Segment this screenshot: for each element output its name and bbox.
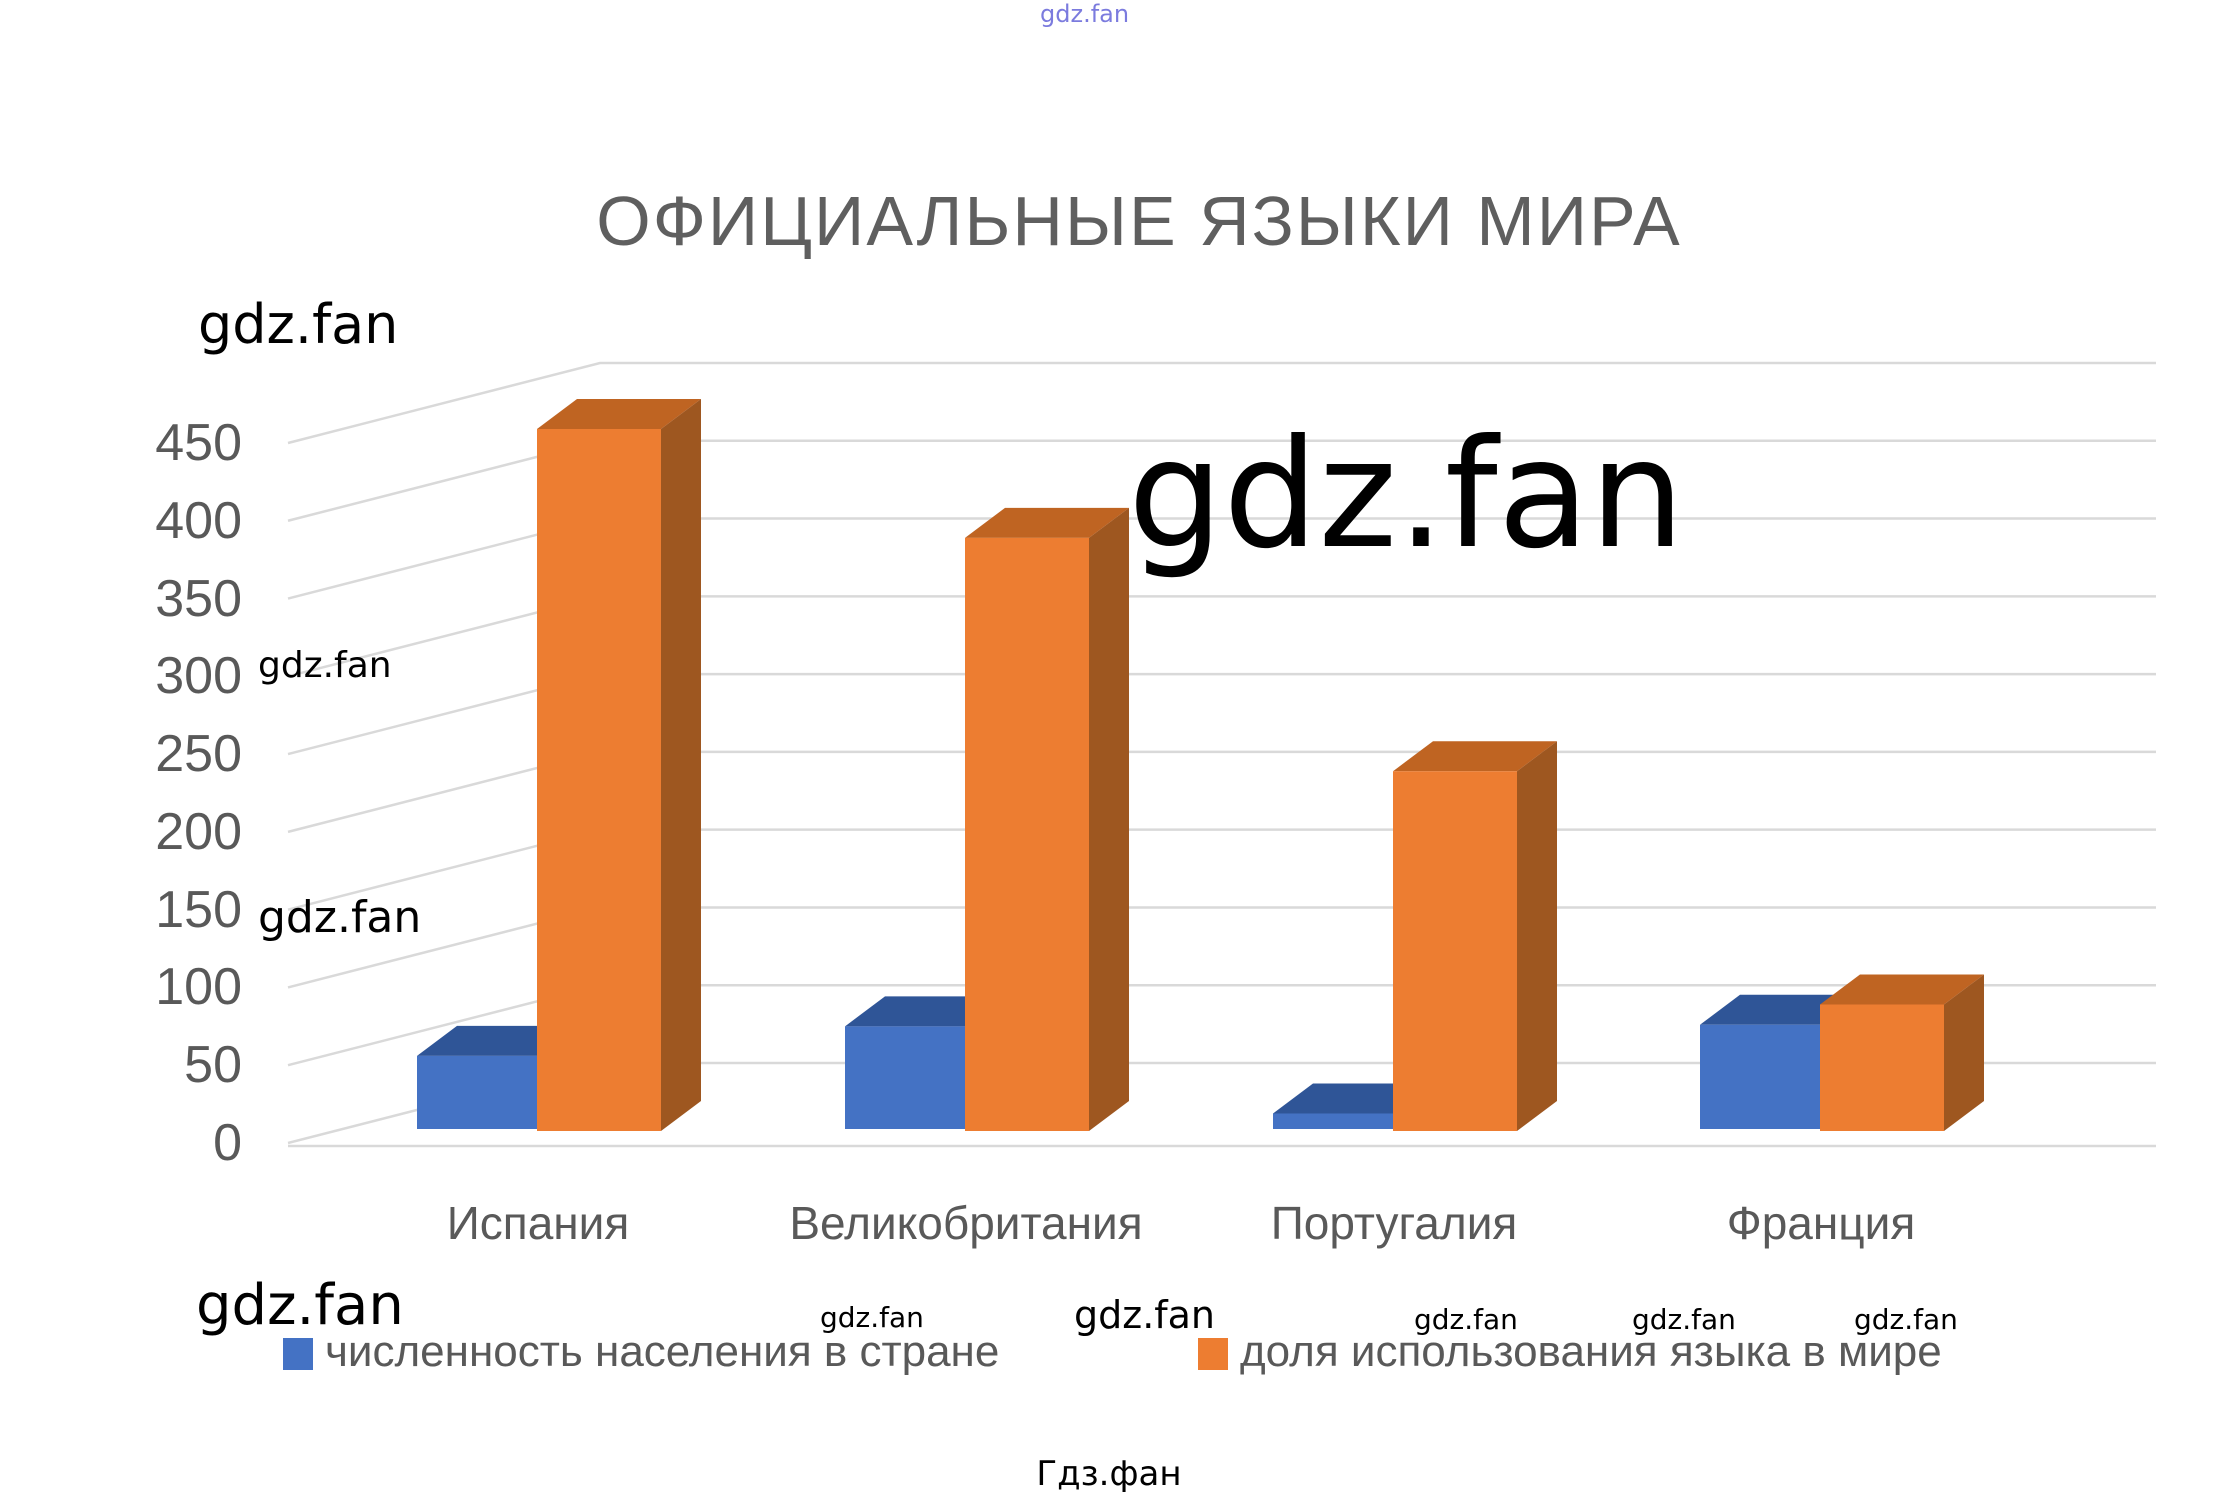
x-axis-category-label: Франция <box>1726 1197 1916 1249</box>
bars <box>417 398 1984 1132</box>
x-axis-category-label: Великобритания <box>789 1197 1143 1249</box>
bar-Португалия-s0 <box>1273 1113 1393 1129</box>
bar-Франция-s1 <box>1820 1004 1944 1131</box>
y-axis-tick-label: 100 <box>155 958 242 1017</box>
bar-side-Испания-s1 <box>661 398 701 1132</box>
legend-label-language-share: доля использования языка в мире <box>1240 1327 1942 1376</box>
watermark-large: gdz.fan <box>1128 408 1685 582</box>
y-axis-tick-label: 300 <box>155 647 242 706</box>
y-axis-tick-label: 450 <box>155 413 242 472</box>
bar-top-Португалия-s1 <box>1393 741 1557 772</box>
gridline-450 <box>287 361 2156 445</box>
watermark: gdz.fan <box>1074 1293 1216 1337</box>
bar-Португалия-s1 <box>1393 771 1517 1131</box>
legend-swatch-orange <box>1198 1338 1228 1370</box>
watermark: gdz.fan <box>258 645 392 686</box>
bar-Испания-s1 <box>537 428 661 1132</box>
y-axis-tick-label: 50 <box>184 1036 242 1095</box>
legend-label-population: численность населения в стране <box>325 1327 1000 1376</box>
watermark: gdz.fan <box>820 1301 924 1334</box>
bar-side-Великобритания-s1 <box>1089 507 1129 1131</box>
watermark: gdz.fan <box>1854 1303 1958 1336</box>
bar-Великобритания-s1 <box>965 537 1089 1131</box>
legend-item-population: численность населения в стране <box>283 1330 999 1374</box>
bar-Франция-s0 <box>1700 1024 1820 1129</box>
x-axis-category-label: Португалия <box>1270 1197 1518 1249</box>
y-axis-tick-label: 400 <box>155 491 242 550</box>
bar-side-Португалия-s1 <box>1517 741 1557 1131</box>
bar-top-Испания-s1 <box>537 398 701 429</box>
watermark-top: gdz.fan <box>1040 0 1130 28</box>
watermark: gdz.fan <box>258 892 422 943</box>
y-axis-tick-label: 200 <box>155 802 242 861</box>
x-axis-category-label: Испания <box>446 1197 630 1249</box>
watermark: gdz.fan <box>198 293 399 356</box>
y-axis-tick-label: 150 <box>155 880 242 939</box>
bar-top-Великобритания-s1 <box>965 507 1129 538</box>
bar-Великобритания-s0 <box>845 1026 965 1129</box>
bar-Испания-s0 <box>417 1055 537 1129</box>
bar-top-Франция-s1 <box>1820 974 1984 1005</box>
footer-site-name: Гдз.фан <box>1036 1454 1182 1494</box>
bar-side-Франция-s1 <box>1944 974 1984 1131</box>
chart-title: ОФИЦИАЛЬНЫЕ ЯЗЫКИ МИРА <box>596 182 1682 260</box>
y-axis-tick-label: 0 <box>213 1114 242 1172</box>
legend-swatch-blue <box>283 1338 313 1370</box>
watermark: gdz.fan <box>1414 1303 1518 1336</box>
watermark: gdz.fan <box>1632 1303 1736 1336</box>
y-axis-tick-label: 350 <box>155 569 242 628</box>
watermark: gdz.fan <box>196 1273 404 1338</box>
legend-item-language-share: доля использования языка в мире <box>1198 1330 1942 1374</box>
y-axis-tick-label: 250 <box>155 725 242 784</box>
